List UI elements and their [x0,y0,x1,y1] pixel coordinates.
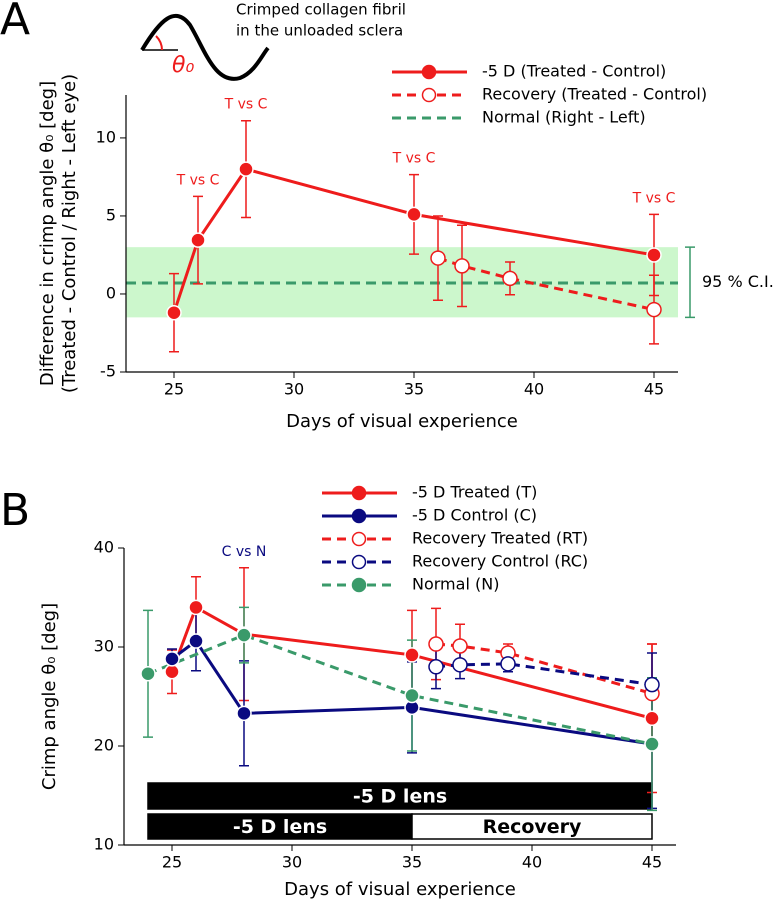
data-point [646,247,662,263]
y-tick-label: 40 [94,538,114,557]
y-axis-label: (Treated - Control / Right - Left eye) [59,74,80,393]
x-tick-label: 25 [162,853,182,872]
data-point [140,665,156,682]
series-line [437,256,655,312]
annotation: C vs N [222,544,267,560]
x-tick-label: 30 [282,853,302,872]
legend-marker [351,531,367,547]
data-point [164,664,180,680]
y-tick-label: 10 [96,127,116,146]
x-tick-label: 40 [522,853,542,872]
legend-label: -5 D (Treated - Control) [482,62,666,81]
legend-marker [421,87,437,103]
angle-arc [155,35,163,51]
legend-marker [351,508,367,524]
x-tick-label: 40 [524,380,544,399]
data-point [190,232,206,248]
data-point [502,270,518,287]
data-point [646,301,662,318]
data-point [166,304,182,321]
data-point [454,258,470,274]
data-point [188,599,204,616]
data-point [500,656,516,672]
y-axis-label: Crimp angle θ₀ [deg] [39,603,60,790]
data-point [238,161,254,177]
legend-label: Normal (N) [412,575,499,594]
legend-marker [351,577,367,593]
data-point [644,710,660,727]
data-point [404,687,420,704]
inset-label: in the unloaded sclera [236,22,403,40]
data-point [452,657,468,673]
x-tick-label: 45 [642,853,662,872]
legend-label: -5 D Control (C) [412,506,537,525]
legend-label: Recovery Treated (RT) [412,529,588,548]
legend-label: Normal (Right - Left) [482,108,646,127]
inset-label: Crimped collagen fibril [236,1,406,19]
fibril-sketch [140,13,270,81]
x-tick-label: 30 [284,380,304,399]
panel-letter: A [0,0,30,45]
y-tick-label: 30 [94,637,114,656]
series-line [147,633,653,746]
series-line [435,642,653,695]
x-tick-label: 35 [402,853,422,872]
x-axis-label: Days of visual experience [284,879,516,900]
annotation: T vs C [176,172,220,188]
data-point [406,206,422,223]
x-tick-label: 25 [164,380,184,399]
ci-label: 95 % C.I. [702,272,774,291]
data-point [404,647,420,663]
y-tick-label: 10 [94,835,114,854]
series-line [435,662,653,687]
legend-label: Recovery (Treated - Control) [482,85,707,104]
annotation: T vs C [632,190,676,206]
lens-bar [411,813,653,840]
data-point [188,633,204,649]
lens-bar-label: -5 D lens [353,786,447,808]
x-tick-label: 35 [404,380,424,399]
data-point [452,638,468,654]
data-point [164,651,180,667]
legend-marker [351,554,367,570]
annotation: T vs C [224,97,268,113]
inset-symbol: θ₀ [172,53,194,78]
y-tick-label: -5 [100,362,116,381]
data-point [236,705,252,722]
y-tick-label: 5 [106,205,116,224]
lens-bar [147,813,413,840]
y-axis-label: Difference in crimp angle θ₀ [deg] [37,81,58,386]
y-tick-label: 20 [94,736,114,755]
legend-label: -5 D Treated (T) [412,483,537,502]
legend-marker [351,485,367,501]
ci-bracket [685,246,695,319]
data-point [644,676,660,693]
lens-bar-label: Recovery [483,816,582,838]
y-tick-label: 0 [106,283,116,302]
lens-bar-label: -5 D lens [233,816,327,838]
legend-marker [421,64,437,80]
data-point [428,636,444,652]
data-point [428,659,444,675]
legend-label: Recovery Control (RC) [412,552,588,571]
x-tick-label: 45 [644,380,664,399]
x-axis-label: Days of visual experience [286,411,518,432]
data-point [236,627,252,643]
data-point [430,250,446,266]
panel-letter: B [0,485,30,536]
data-point [644,736,660,752]
annotation: T vs C [392,151,436,167]
